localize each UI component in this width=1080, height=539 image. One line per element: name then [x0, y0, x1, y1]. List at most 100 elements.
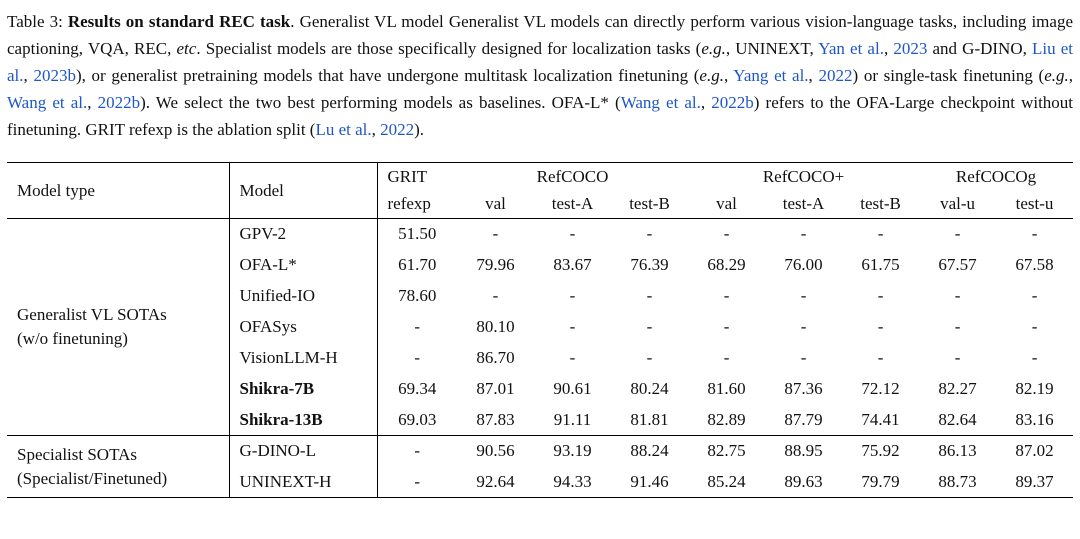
citation-link[interactable]: 2022b — [711, 93, 754, 112]
metric-cell: 81.60 — [707, 379, 746, 398]
citation-link[interactable]: Liu et al. — [7, 39, 1073, 85]
metric-cell: - — [877, 286, 884, 305]
model-name-cell: G-DINO-L — [229, 435, 378, 467]
citation-link[interactable]: 2022 — [380, 120, 415, 139]
metric-cell: 92.64 — [476, 471, 515, 491]
citation-link[interactable]: Yang et al. — [733, 66, 809, 85]
metric-cell: 88.24 — [630, 441, 669, 461]
col-sub-header: test-A — [551, 194, 594, 214]
metric-cell: - — [877, 348, 884, 367]
caption-text: , — [883, 39, 894, 58]
caption-text: e.g. — [1044, 66, 1069, 85]
caption-text: Table 3: — [7, 12, 68, 31]
col-sub-header: test-B — [629, 194, 670, 214]
metric-cell: 82.89 — [707, 409, 746, 429]
metric-cell: - — [723, 317, 730, 336]
metric-cell: - — [877, 224, 884, 244]
model-name-cell: GPV-2 — [229, 218, 378, 250]
metric-cell: - — [492, 224, 499, 244]
metric-cell: 61.75 — [861, 255, 900, 274]
metric-cell: 88.73 — [938, 471, 977, 491]
caption-text: , — [23, 66, 34, 85]
metric-cell: - — [954, 286, 961, 305]
metric-cell: 93.19 — [553, 441, 592, 461]
citation-link[interactable]: Wang et al. — [620, 93, 701, 112]
metric-cell: 83.67 — [553, 255, 592, 274]
metric-cell: 69.34 — [398, 379, 437, 398]
metric-cell: - — [414, 471, 421, 491]
citation-link[interactable]: 2023b — [33, 66, 76, 85]
metric-cell: 89.37 — [1015, 471, 1054, 491]
caption-text: etc — [176, 39, 197, 58]
metric-cell: - — [954, 317, 961, 336]
metric-cell: - — [1031, 317, 1038, 336]
table-row: Generalist VL SOTAs (w/o finetuning) GPV-2… — [7, 218, 1073, 436]
metric-cell: - — [800, 317, 807, 336]
caption-text: , — [87, 93, 98, 112]
model-header: Model — [229, 162, 378, 219]
model-name-cell: Shikra-7B — [229, 373, 378, 405]
col-sub-header: test-A — [782, 194, 825, 214]
metric-cell: - — [954, 224, 961, 244]
metric-cell: - — [723, 286, 730, 305]
metric-cell: 90.56 — [476, 441, 515, 461]
caption-text: . Generalist VL model Generalist VL mode… — [7, 12, 1073, 58]
metric-cell: 78.60 — [398, 286, 437, 305]
table-group: Specialist SOTAs (Specialist/Finetuned) G-… — [7, 435, 1074, 498]
metric-cell: 68.29 — [707, 255, 746, 274]
metric-cell: 79.79 — [861, 471, 900, 491]
metric-cell: 72.12 — [861, 379, 900, 398]
metric-cell: - — [646, 348, 653, 367]
metric-cell: 69.03 — [398, 409, 437, 429]
model-name-cell: VisionLLM-H — [229, 342, 378, 374]
citation-link[interactable]: Lu et al. — [315, 120, 372, 139]
table-row: Shikra-13B 69.03 87.83 91.11 81.81 82.89 87.79… — [7, 404, 1073, 436]
metric-cell: 87.83 — [476, 409, 515, 429]
table-row: Unified-IO 78.60 - - - - - - - - — [7, 280, 1073, 312]
metric-cell: 86.13 — [938, 441, 977, 461]
metric-cell: 87.36 — [784, 379, 823, 398]
metric-cell: 87.02 — [1015, 441, 1054, 461]
col-group-header: RefCOCO — [536, 166, 609, 186]
metric-cell: - — [569, 224, 576, 244]
metric-cell: - — [646, 224, 653, 244]
caption-text: . Specialist models are those specifical… — [196, 39, 702, 58]
metric-cell: - — [800, 286, 807, 305]
metric-cell: 94.33 — [553, 471, 592, 491]
results-table: Model type Model GRIT RefCOCO RefCOCO+ RefCOC… — [7, 162, 1074, 498]
caption-text: e.g. — [701, 39, 726, 58]
metric-cell: 61.70 — [398, 255, 437, 274]
metric-cell: - — [414, 441, 421, 461]
caption-text: ) or single-task finetuning ( — [852, 66, 1045, 85]
table-row: OFASys - 80.10 - - - - - - - — [7, 311, 1073, 343]
metric-cell: 76.00 — [784, 255, 823, 274]
metric-cell: 85.24 — [707, 471, 746, 491]
citation-link[interactable]: Yan et al. — [818, 39, 884, 58]
col-group-header: RefCOCOg — [955, 166, 1037, 186]
metric-cell: 82.19 — [1015, 379, 1054, 398]
caption-text: Results on standard REC task — [67, 12, 291, 31]
model-name-cell: OFA-L* — [229, 249, 378, 281]
caption-text: ). — [414, 120, 425, 139]
metric-cell: 51.50 — [398, 224, 437, 244]
metric-cell: 83.16 — [1015, 409, 1054, 429]
table-caption: Table 3: Results on standard REC task. G… — [7, 8, 1073, 143]
citation-link[interactable]: 2023 — [893, 39, 928, 58]
metric-cell: 80.10 — [476, 317, 515, 336]
caption-text: , — [1068, 66, 1074, 85]
caption-text: e.g. — [699, 66, 724, 85]
metric-cell: 91.46 — [630, 471, 669, 491]
citation-link[interactable]: Wang et al. — [7, 93, 88, 112]
model-name-cell: OFASys — [229, 311, 378, 343]
caption-text: , — [700, 93, 712, 112]
table-row: VisionLLM-H - 86.70 - - - - - - - — [7, 342, 1073, 374]
caption-text: , UNINEXT, — [725, 39, 819, 58]
caption-text: ), or generalist pretraining models that… — [75, 66, 700, 85]
col-sub-header: val — [485, 194, 506, 214]
table-head: Model type Model GRIT RefCOCO RefCOCO+ RefCOC… — [7, 162, 1074, 219]
metric-cell: 89.63 — [784, 471, 823, 491]
metric-cell: 87.01 — [476, 379, 515, 398]
citation-link[interactable]: 2022 — [818, 66, 853, 85]
citation-link[interactable]: 2022b — [97, 93, 141, 112]
metric-cell: 67.58 — [1015, 255, 1054, 274]
